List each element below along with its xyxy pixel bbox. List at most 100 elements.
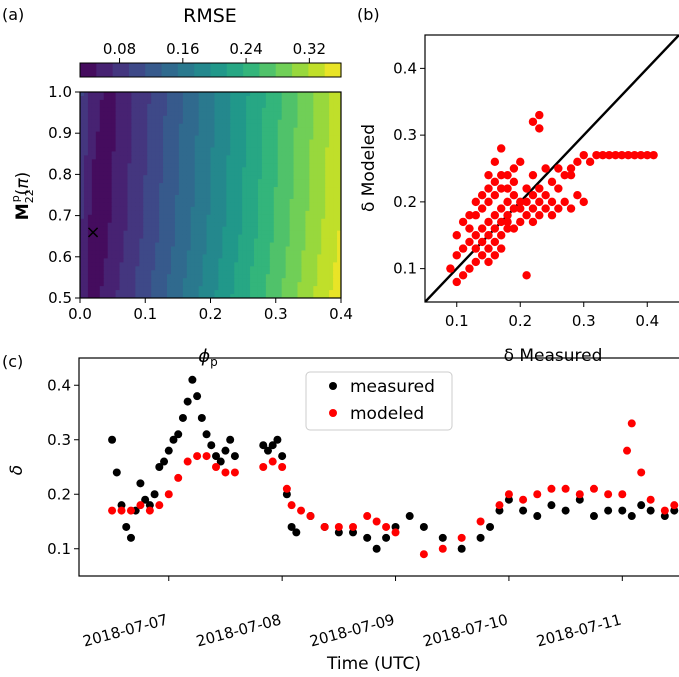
scatter-point [477, 191, 487, 200]
heatmap-cell [194, 214, 200, 220]
heatmap-cell [163, 115, 168, 121]
heatmap-cell [238, 226, 243, 232]
heatmap-cell [99, 155, 105, 160]
heatmap-cell [234, 286, 239, 291]
heatmap-cell [321, 250, 326, 255]
heatmap-cell [151, 278, 156, 283]
series-point-modeled [547, 484, 556, 493]
heatmap-cell [107, 92, 113, 97]
heatmap-cell [123, 206, 128, 212]
heatmap-cell [230, 163, 235, 168]
heatmap-cell [111, 282, 117, 287]
heatmap-cell [281, 290, 287, 295]
heatmap-cell [178, 155, 184, 160]
heatmap-cell [273, 135, 279, 141]
heatmap-cell [127, 262, 132, 267]
heatmap-cell [242, 222, 247, 228]
heatmap-cell [234, 111, 239, 117]
x-tick-label: 0.1 [133, 305, 157, 323]
heatmap-cell [214, 179, 219, 184]
heatmap-cell [321, 131, 326, 137]
heatmap-cell [174, 135, 180, 141]
heatmap-cell [261, 139, 267, 144]
heatmap-cell [329, 282, 334, 287]
heatmap-cell [190, 159, 196, 164]
heatmap-cell [155, 254, 160, 259]
heatmap-cell [206, 222, 211, 228]
heatmap-cell [202, 198, 208, 204]
heatmap-cell [246, 254, 251, 259]
series-point-measured [268, 441, 277, 450]
heatmap-cell [115, 103, 121, 109]
heatmap-cell [123, 171, 128, 176]
scatter-point [528, 217, 538, 227]
heatmap-cell [163, 179, 168, 184]
heatmap-cell [305, 92, 310, 97]
scatter-point [611, 150, 620, 160]
heatmap-cell [321, 234, 326, 240]
heatmap-cell [182, 175, 188, 180]
heatmap-cell [83, 115, 89, 121]
heatmap-cell [99, 92, 105, 97]
heatmap-cell [214, 191, 219, 196]
heatmap-cell [194, 282, 200, 287]
heatmap-cell [293, 155, 298, 160]
heatmap-cell [230, 159, 235, 164]
heatmap-cell [313, 151, 318, 156]
heatmap-cell [99, 246, 105, 251]
heatmap-cell [222, 234, 227, 240]
heatmap-cell [257, 103, 263, 109]
heatmap-cell [309, 159, 314, 164]
scatter-point [503, 211, 512, 220]
heatmap-cell [151, 175, 156, 180]
heatmap-cell [202, 202, 208, 208]
heatmap-cell [194, 95, 200, 101]
heatmap-cell [337, 163, 342, 168]
heatmap-cell [135, 111, 140, 117]
heatmap-cell [186, 119, 192, 125]
heatmap-cell [182, 179, 188, 184]
heatmap-cell [91, 147, 97, 152]
heatmap-cell [194, 198, 200, 204]
heatmap-cell [119, 183, 124, 188]
heatmap-cell [194, 135, 200, 141]
heatmap-cell [135, 135, 140, 141]
heatmap-cell [115, 278, 121, 283]
heatmap-cell [170, 123, 176, 129]
heatmap-cell [277, 151, 283, 156]
heatmap-cell [83, 159, 89, 164]
heatmap-cell [131, 151, 136, 156]
heatmap-cell [321, 226, 326, 232]
heatmap-cell [202, 135, 208, 141]
heatmap-cell [297, 115, 302, 121]
heatmap-cell [254, 187, 259, 192]
heatmap-cell [317, 187, 322, 192]
heatmap-cell [87, 127, 93, 133]
heatmap-cell [297, 230, 302, 236]
heatmap-cell [277, 266, 283, 271]
heatmap-cell [265, 99, 271, 105]
heatmap-cell [111, 198, 117, 204]
heatmap-cell [329, 183, 334, 188]
heatmap-cell [309, 187, 314, 192]
heatmap-cell [246, 131, 251, 137]
heatmap-cell [194, 274, 200, 279]
heatmap-cell [87, 155, 93, 160]
heatmap-cell [246, 246, 251, 251]
heatmap-cell [178, 131, 184, 137]
heatmap-cell [135, 230, 140, 236]
heatmap-cell [127, 175, 132, 180]
heatmap-cell [139, 111, 144, 117]
heatmap-cell [167, 282, 172, 287]
heatmap-cell [297, 119, 302, 125]
heatmap-cell [210, 262, 215, 267]
heatmap-cell [321, 135, 326, 141]
heatmap-cell [269, 187, 275, 192]
heatmap-cell [222, 278, 227, 283]
series-point-measured [197, 413, 206, 422]
heatmap-cell [147, 202, 152, 208]
heatmap-cell [178, 270, 184, 275]
heatmap-cell [135, 266, 140, 271]
heatmap-cell [167, 250, 172, 255]
heatmap-cell [123, 230, 128, 236]
